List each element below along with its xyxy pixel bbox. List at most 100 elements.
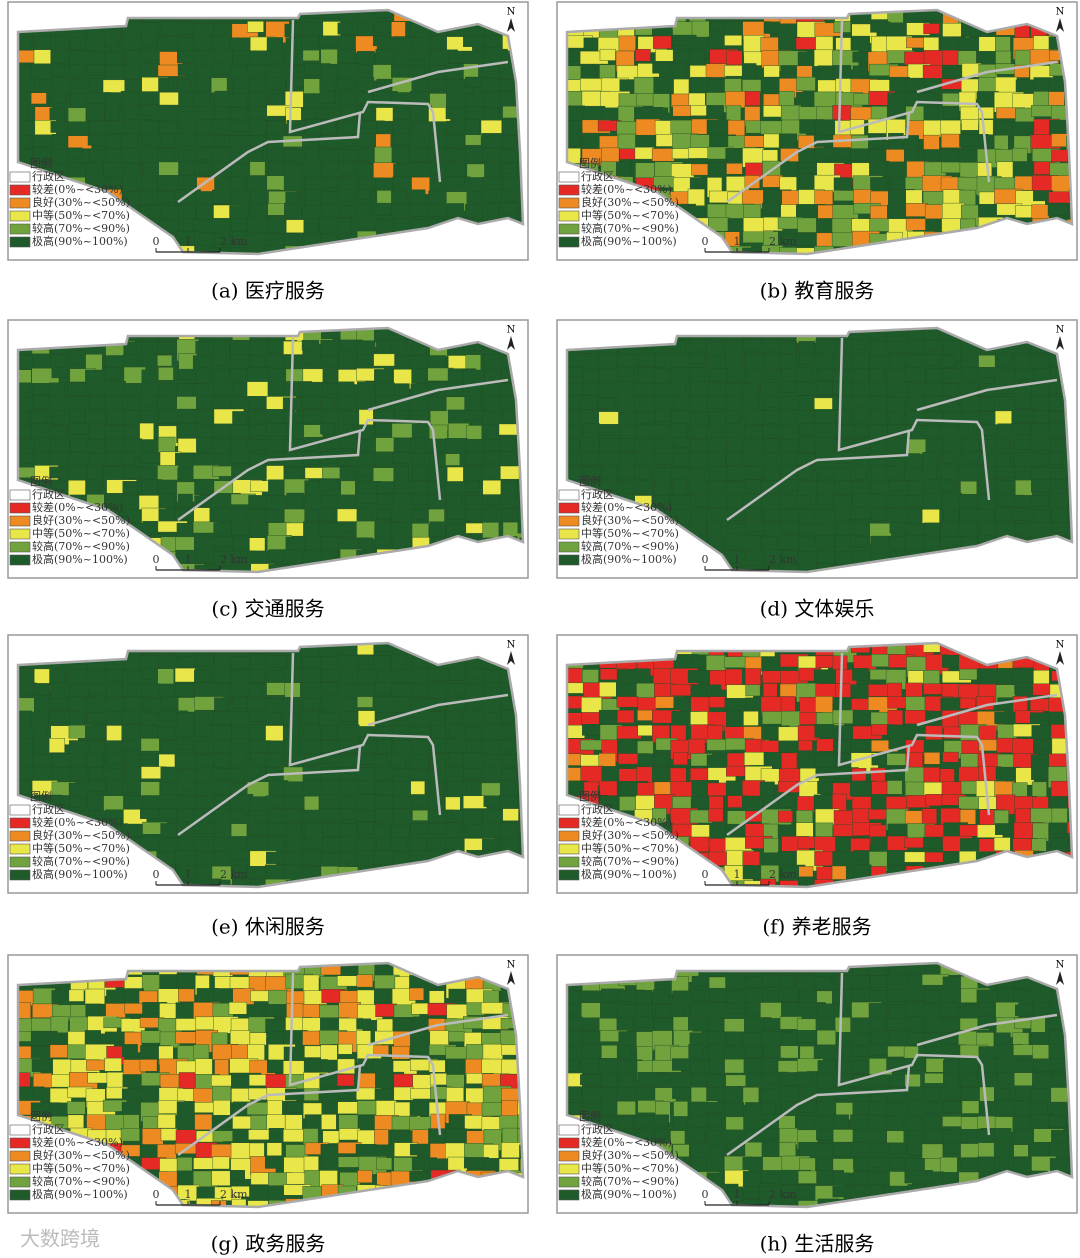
parcel [1015, 205, 1033, 218]
parcel [337, 189, 354, 202]
north-label: N [1056, 640, 1065, 651]
parcel [303, 1088, 320, 1101]
parcel [780, 354, 797, 370]
parcel [482, 107, 500, 123]
parcel [580, 739, 605, 751]
parcel [139, 147, 160, 164]
parcel [905, 218, 926, 231]
parcel [995, 121, 1015, 138]
parcel [50, 121, 69, 133]
parcel [266, 851, 287, 864]
legend-label: 行政区 [32, 169, 65, 183]
parcel [961, 119, 979, 131]
legend-swatch [9, 830, 31, 842]
legend-swatch [558, 541, 580, 553]
watermark: 大数跨境 [20, 1227, 100, 1251]
parcel [762, 368, 782, 381]
scale-label: 2 km [220, 868, 248, 881]
parcel [925, 1171, 944, 1184]
parcel [744, 507, 762, 524]
parcel [689, 1130, 705, 1142]
legend-label: 极高(90%~100%) [32, 1187, 128, 1201]
admin-boundary [837, 652, 991, 816]
legend-label: 行政区 [581, 1122, 614, 1136]
parcel [923, 683, 943, 695]
parcel [87, 396, 106, 410]
parcel [852, 668, 869, 681]
parcel [616, 696, 639, 708]
parcel [446, 809, 464, 823]
north-arrow [507, 651, 515, 665]
parcel [174, 684, 195, 698]
parcel [925, 794, 944, 807]
legend-swatch [9, 502, 31, 514]
parcel [250, 990, 270, 1002]
parcel [742, 231, 765, 243]
parcel [176, 79, 192, 95]
parcel [357, 1100, 378, 1115]
parcel [943, 106, 960, 120]
legend-swatch [558, 869, 580, 881]
parcel [743, 711, 759, 726]
legend-title: 图例 [579, 789, 601, 803]
parcel [761, 245, 784, 254]
legend-label: 良好(30%~<50%) [581, 513, 679, 527]
parcel [978, 134, 997, 151]
parcel [636, 353, 657, 367]
parcel [705, 63, 727, 78]
admin-boundary [367, 1013, 509, 1047]
parcel [230, 656, 255, 669]
parcel [780, 204, 797, 219]
parcel [214, 90, 231, 109]
parcel [993, 837, 1011, 851]
district-map [567, 10, 1072, 254]
parcel [978, 725, 997, 741]
parcel [482, 522, 500, 540]
parcel [978, 107, 994, 120]
parcel [337, 1085, 359, 1099]
north-label: N [507, 7, 516, 18]
parcel [798, 341, 815, 355]
parcel [725, 668, 743, 686]
parcel [465, 480, 480, 493]
parcel [833, 739, 851, 754]
parcel [373, 202, 395, 216]
legend-label: 中等(50%~<70%) [581, 526, 679, 540]
parcel [304, 467, 325, 479]
parcel [321, 1114, 337, 1130]
parcel [104, 768, 125, 780]
parcel [940, 481, 955, 492]
parcel [518, 203, 523, 221]
legend-swatch [558, 210, 580, 222]
parcel [886, 780, 903, 795]
scale-label: 0 [153, 1188, 160, 1201]
district-outline [565, 8, 1074, 256]
parcel [796, 76, 816, 91]
parcel [195, 740, 217, 753]
north-label: N [1056, 325, 1065, 336]
legend-label: 较高(70%~<90%) [581, 1174, 679, 1188]
admin-boundary [837, 19, 991, 183]
legend-label: 行政区 [32, 1122, 65, 1136]
parcel [850, 536, 868, 548]
district-outline [16, 8, 525, 256]
map-panel: N 图例行政区较差(0%~<30%)良好(30%~<50%)中等(50%~<70%… [556, 1, 1078, 261]
parcel [940, 119, 961, 137]
parcel [923, 92, 940, 108]
legend-label: 行政区 [581, 487, 614, 501]
parcel [446, 120, 465, 133]
district-outline [565, 641, 1074, 889]
legend-label: 较高(70%~<90%) [581, 854, 679, 868]
scale-label: 0 [702, 553, 709, 566]
parcel [194, 147, 215, 160]
scale-label: 2 km [769, 1188, 797, 1201]
legend-swatch [9, 515, 31, 527]
parcel [142, 1128, 164, 1147]
parcel [356, 810, 376, 822]
parcel [501, 1059, 520, 1075]
parcel [868, 1003, 887, 1020]
legend-swatch [558, 515, 580, 527]
legend-swatch [9, 1150, 31, 1162]
parcel [1048, 753, 1068, 767]
parcel [264, 1004, 289, 1017]
